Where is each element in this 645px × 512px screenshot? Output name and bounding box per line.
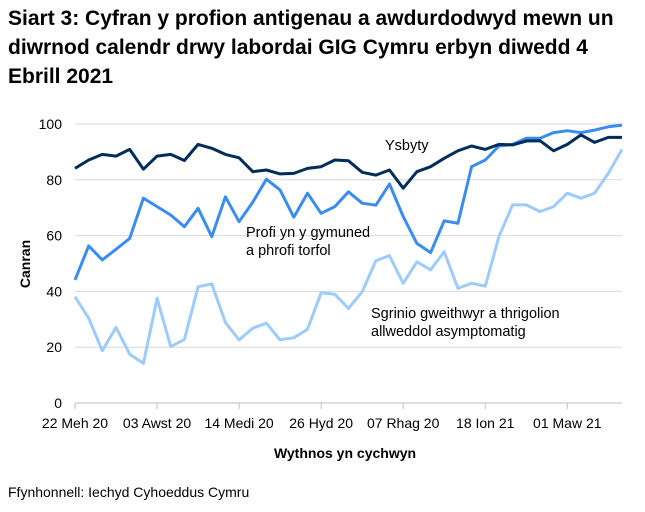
series-label-ysbyty: Ysbyty — [385, 138, 429, 154]
y-tick-label: 20 — [46, 339, 62, 355]
source-note: Ffynhonnell: Iechyd Cyhoeddus Cymru — [8, 484, 250, 500]
y-tick-label: 40 — [46, 283, 62, 299]
x-tick-label: 18 Ion 21 — [456, 415, 515, 431]
chart-title: Siart 3: Cyfran y profion antigenau a aw… — [8, 7, 614, 88]
y-tick-label: 0 — [54, 395, 62, 411]
series-label-sgrinio: allweddol asymptomatig — [371, 324, 526, 340]
x-tick-label: 26 Hyd 20 — [289, 415, 353, 431]
series-line-2 — [73, 148, 624, 365]
x-tick-label: 22 Meh 20 — [42, 415, 108, 431]
x-axis-label: Wythnos yn cychwyn — [274, 445, 416, 461]
series-label-sgrinio: Sgrinio gweithwyr a thrigolion — [371, 306, 560, 322]
series-line-1 — [73, 123, 623, 281]
y-tick-label: 100 — [39, 116, 63, 132]
series-label-profi: Profi yn y gymuned — [246, 225, 370, 241]
x-tick-label: 07 Rhag 20 — [367, 415, 440, 431]
series-label-profi: a phrofi torfol — [246, 243, 331, 259]
x-tick-label: 01 Maw 21 — [533, 415, 602, 431]
y-axis-label: Canran — [17, 240, 33, 288]
y-tick-label: 80 — [46, 172, 62, 188]
x-tick-label: 03 Awst 20 — [123, 415, 191, 431]
y-tick-label: 60 — [46, 228, 62, 244]
x-tick-label: 14 Medi 20 — [204, 415, 273, 431]
